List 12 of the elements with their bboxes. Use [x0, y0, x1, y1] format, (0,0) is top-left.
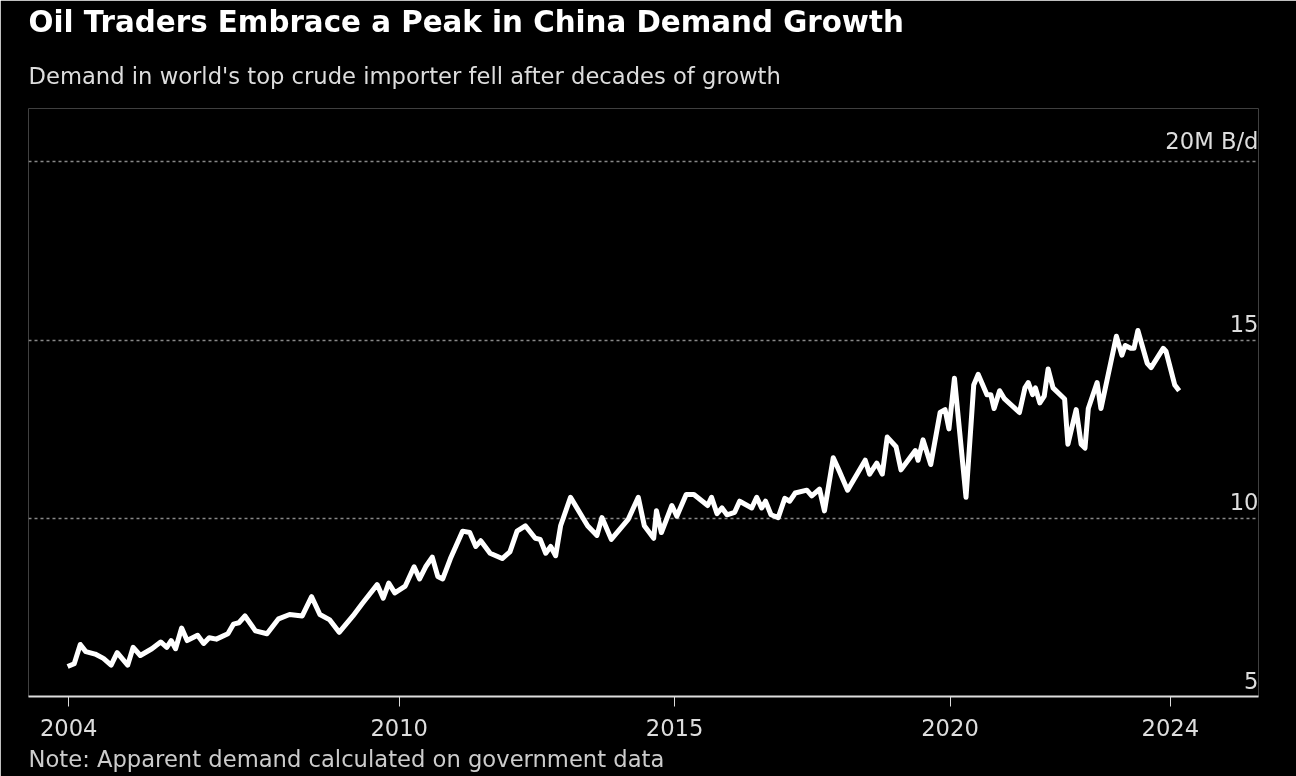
chart-subtitle: Demand in world's top crude importer fell after decades of growth [28, 62, 781, 89]
y-tick-label: 5 [1244, 667, 1259, 694]
text: Note: Apparent demand calculated on government data [28, 745, 665, 772]
x-tick-label: 2024 [1141, 714, 1200, 741]
x-tick-label: 2015 [645, 714, 704, 741]
y-tick-label: 15 [1229, 311, 1259, 338]
y-tick-label: 10 [1229, 489, 1259, 516]
x-tick-label: 2004 [39, 714, 98, 741]
x-tick-label: 2010 [370, 714, 429, 741]
x-tick-label: 2020 [921, 714, 979, 741]
chart-title: Oil Traders Embrace a Peak in China Demand Growth [28, 4, 904, 39]
y-tick-label: 20M B/d [1165, 127, 1259, 154]
